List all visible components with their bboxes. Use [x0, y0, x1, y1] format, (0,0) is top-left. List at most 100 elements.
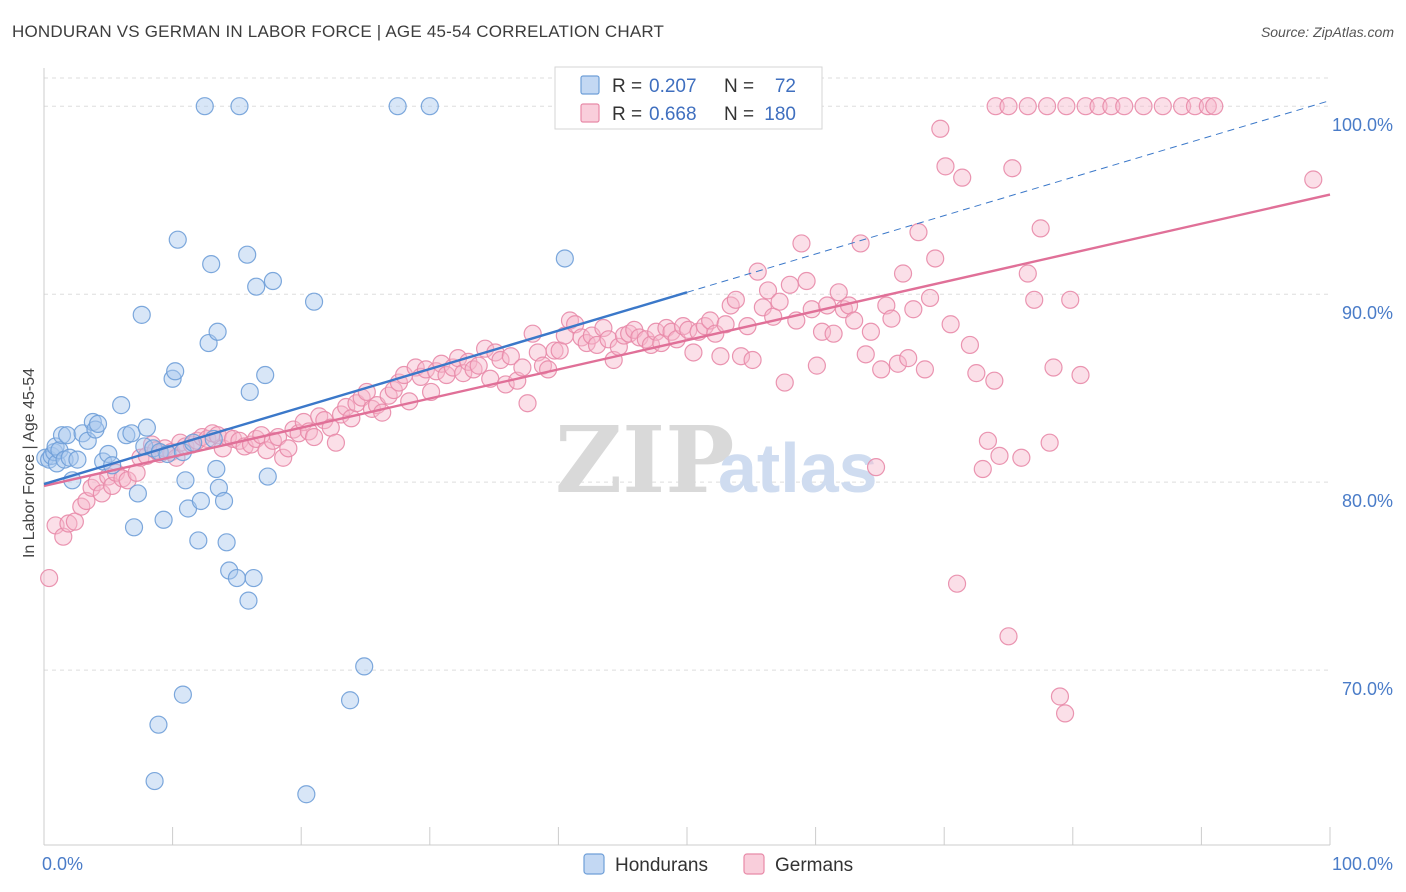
germans-point-158 — [888, 354, 908, 373]
germans-point-140 — [792, 234, 811, 253]
hondurans-point-65 — [297, 785, 316, 804]
germans-point-182 — [1031, 219, 1050, 238]
germans-point-146 — [824, 324, 843, 343]
hondurans-point-67 — [340, 691, 360, 710]
hondurans-point-28 — [137, 418, 156, 437]
germans-point-190 — [999, 97, 1018, 116]
germans-point-154 — [866, 458, 886, 477]
watermark-atlas: atlas — [718, 429, 878, 507]
hondurans-points — [36, 97, 574, 804]
germans-point-183 — [1040, 433, 1059, 452]
hondurans-point-23 — [122, 424, 141, 443]
germans-point-122 — [695, 317, 715, 336]
germans-point-145 — [818, 296, 837, 315]
germans-point-3 — [59, 514, 78, 533]
germans-point-131 — [743, 350, 762, 370]
hondurans-point-54 — [220, 561, 239, 580]
germans-point-186 — [1055, 704, 1075, 723]
germans-point-160 — [899, 349, 918, 368]
germans-point-184 — [1044, 358, 1063, 377]
germans-point-159 — [893, 264, 913, 283]
hondurans-point-17 — [88, 414, 108, 434]
hondurans-point-69 — [388, 97, 407, 116]
germans-point-169 — [947, 574, 967, 593]
germans-point-137 — [775, 373, 794, 392]
axes — [43, 68, 1331, 846]
germans-point-63 — [379, 386, 398, 405]
germans-point-84 — [491, 350, 510, 370]
germans-point-5 — [72, 497, 91, 516]
series-legend: Hondurans Germans — [583, 853, 853, 876]
source-label: Source: ZipAtlas.com — [1260, 24, 1394, 40]
germans-point-138 — [780, 275, 799, 294]
hondurans-point-25 — [128, 484, 147, 503]
germans-point-185 — [1050, 687, 1070, 706]
x-tick-label-1: 100.0% — [1332, 854, 1393, 874]
germans-point-136 — [770, 292, 789, 311]
germans-point-188 — [1071, 365, 1090, 385]
hondurans-trend-line — [43, 291, 688, 486]
hondurans-point-60 — [244, 568, 263, 588]
germans-point-179 — [1012, 448, 1031, 467]
germans-point-174 — [978, 431, 998, 450]
germans-point-178 — [1003, 159, 1022, 178]
hondurans-point-24 — [124, 518, 144, 537]
hondurans-point-59 — [240, 382, 259, 402]
germans-point-166 — [931, 119, 950, 138]
hondurans-point-70 — [420, 97, 439, 116]
hondurans-point-39 — [173, 685, 192, 704]
germans-point-120 — [684, 343, 703, 362]
germans-point-86 — [501, 347, 520, 366]
legend-n-value-hondurans: 72 — [775, 76, 796, 97]
legend-r-label-germans: R = — [612, 104, 642, 125]
germans-point-197 — [1115, 97, 1134, 116]
germans-point-44 — [279, 439, 298, 458]
y-tick-label-2: 90.0% — [1342, 303, 1393, 323]
y-axis-title: In Labor Force | Age 45-54 — [21, 368, 38, 558]
germans-point-40 — [257, 441, 276, 460]
chart-title: HONDURAN VS GERMAN IN LABOR FORCE | AGE … — [12, 22, 665, 41]
legend-n-value-germans: 180 — [764, 104, 796, 125]
germans-point-180 — [1018, 264, 1037, 283]
germans-point-111 — [636, 330, 655, 349]
legend-swatch-germans — [580, 103, 600, 123]
legend-swatch-hondurans — [580, 75, 600, 95]
hondurans-point-37 — [168, 230, 187, 249]
hondurans-point-63 — [258, 467, 277, 486]
germans-point-196 — [1102, 97, 1121, 116]
legend-r-value-hondurans: 0.207 — [649, 76, 697, 97]
hondurans-point-26 — [132, 305, 151, 324]
germans-point-144 — [812, 322, 832, 341]
germans-point-151 — [851, 234, 870, 253]
germans-point-163 — [915, 360, 935, 379]
hondurans-point-62 — [256, 365, 275, 385]
germans-point-175 — [985, 371, 1004, 390]
trend-lines — [43, 100, 1331, 488]
germans-point-104 — [599, 330, 618, 349]
germans-point-162 — [909, 223, 928, 242]
germans-point-192 — [1037, 97, 1057, 116]
hondurans-point-12 — [68, 450, 87, 469]
germans-point-0 — [40, 568, 59, 588]
tick-labels: 70.0% 80.0% 90.0% 100.0% 0.0% 100.0% — [42, 115, 1393, 874]
legend-swatch-hondurans-bottom — [583, 853, 605, 875]
germans-point-88 — [513, 358, 532, 377]
germans-point-164 — [920, 288, 940, 308]
hondurans-point-31 — [145, 771, 164, 791]
legend-swatch-germans-bottom — [743, 853, 765, 875]
hondurans-point-50 — [208, 322, 227, 341]
legend-label-hondurans: Hondurans — [615, 855, 708, 876]
hondurans-point-52 — [214, 491, 234, 511]
germans-point-187 — [1061, 290, 1080, 309]
hondurans-point-47 — [202, 255, 221, 274]
legend-label-germans: Germans — [775, 855, 853, 876]
germans-point-157 — [882, 309, 901, 328]
germans-point-202 — [1198, 97, 1217, 116]
hondurans-point-44 — [191, 491, 210, 511]
germans-point-176 — [990, 446, 1009, 465]
germans-point-9 — [92, 484, 111, 503]
hondurans-point-19 — [99, 444, 118, 464]
hondurans-point-6 — [50, 441, 69, 460]
hondurans-point-66 — [304, 292, 324, 311]
